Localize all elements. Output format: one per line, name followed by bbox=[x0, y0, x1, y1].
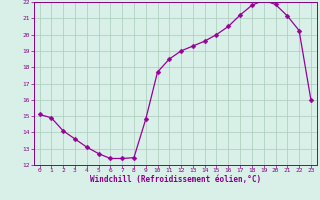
X-axis label: Windchill (Refroidissement éolien,°C): Windchill (Refroidissement éolien,°C) bbox=[90, 175, 261, 184]
